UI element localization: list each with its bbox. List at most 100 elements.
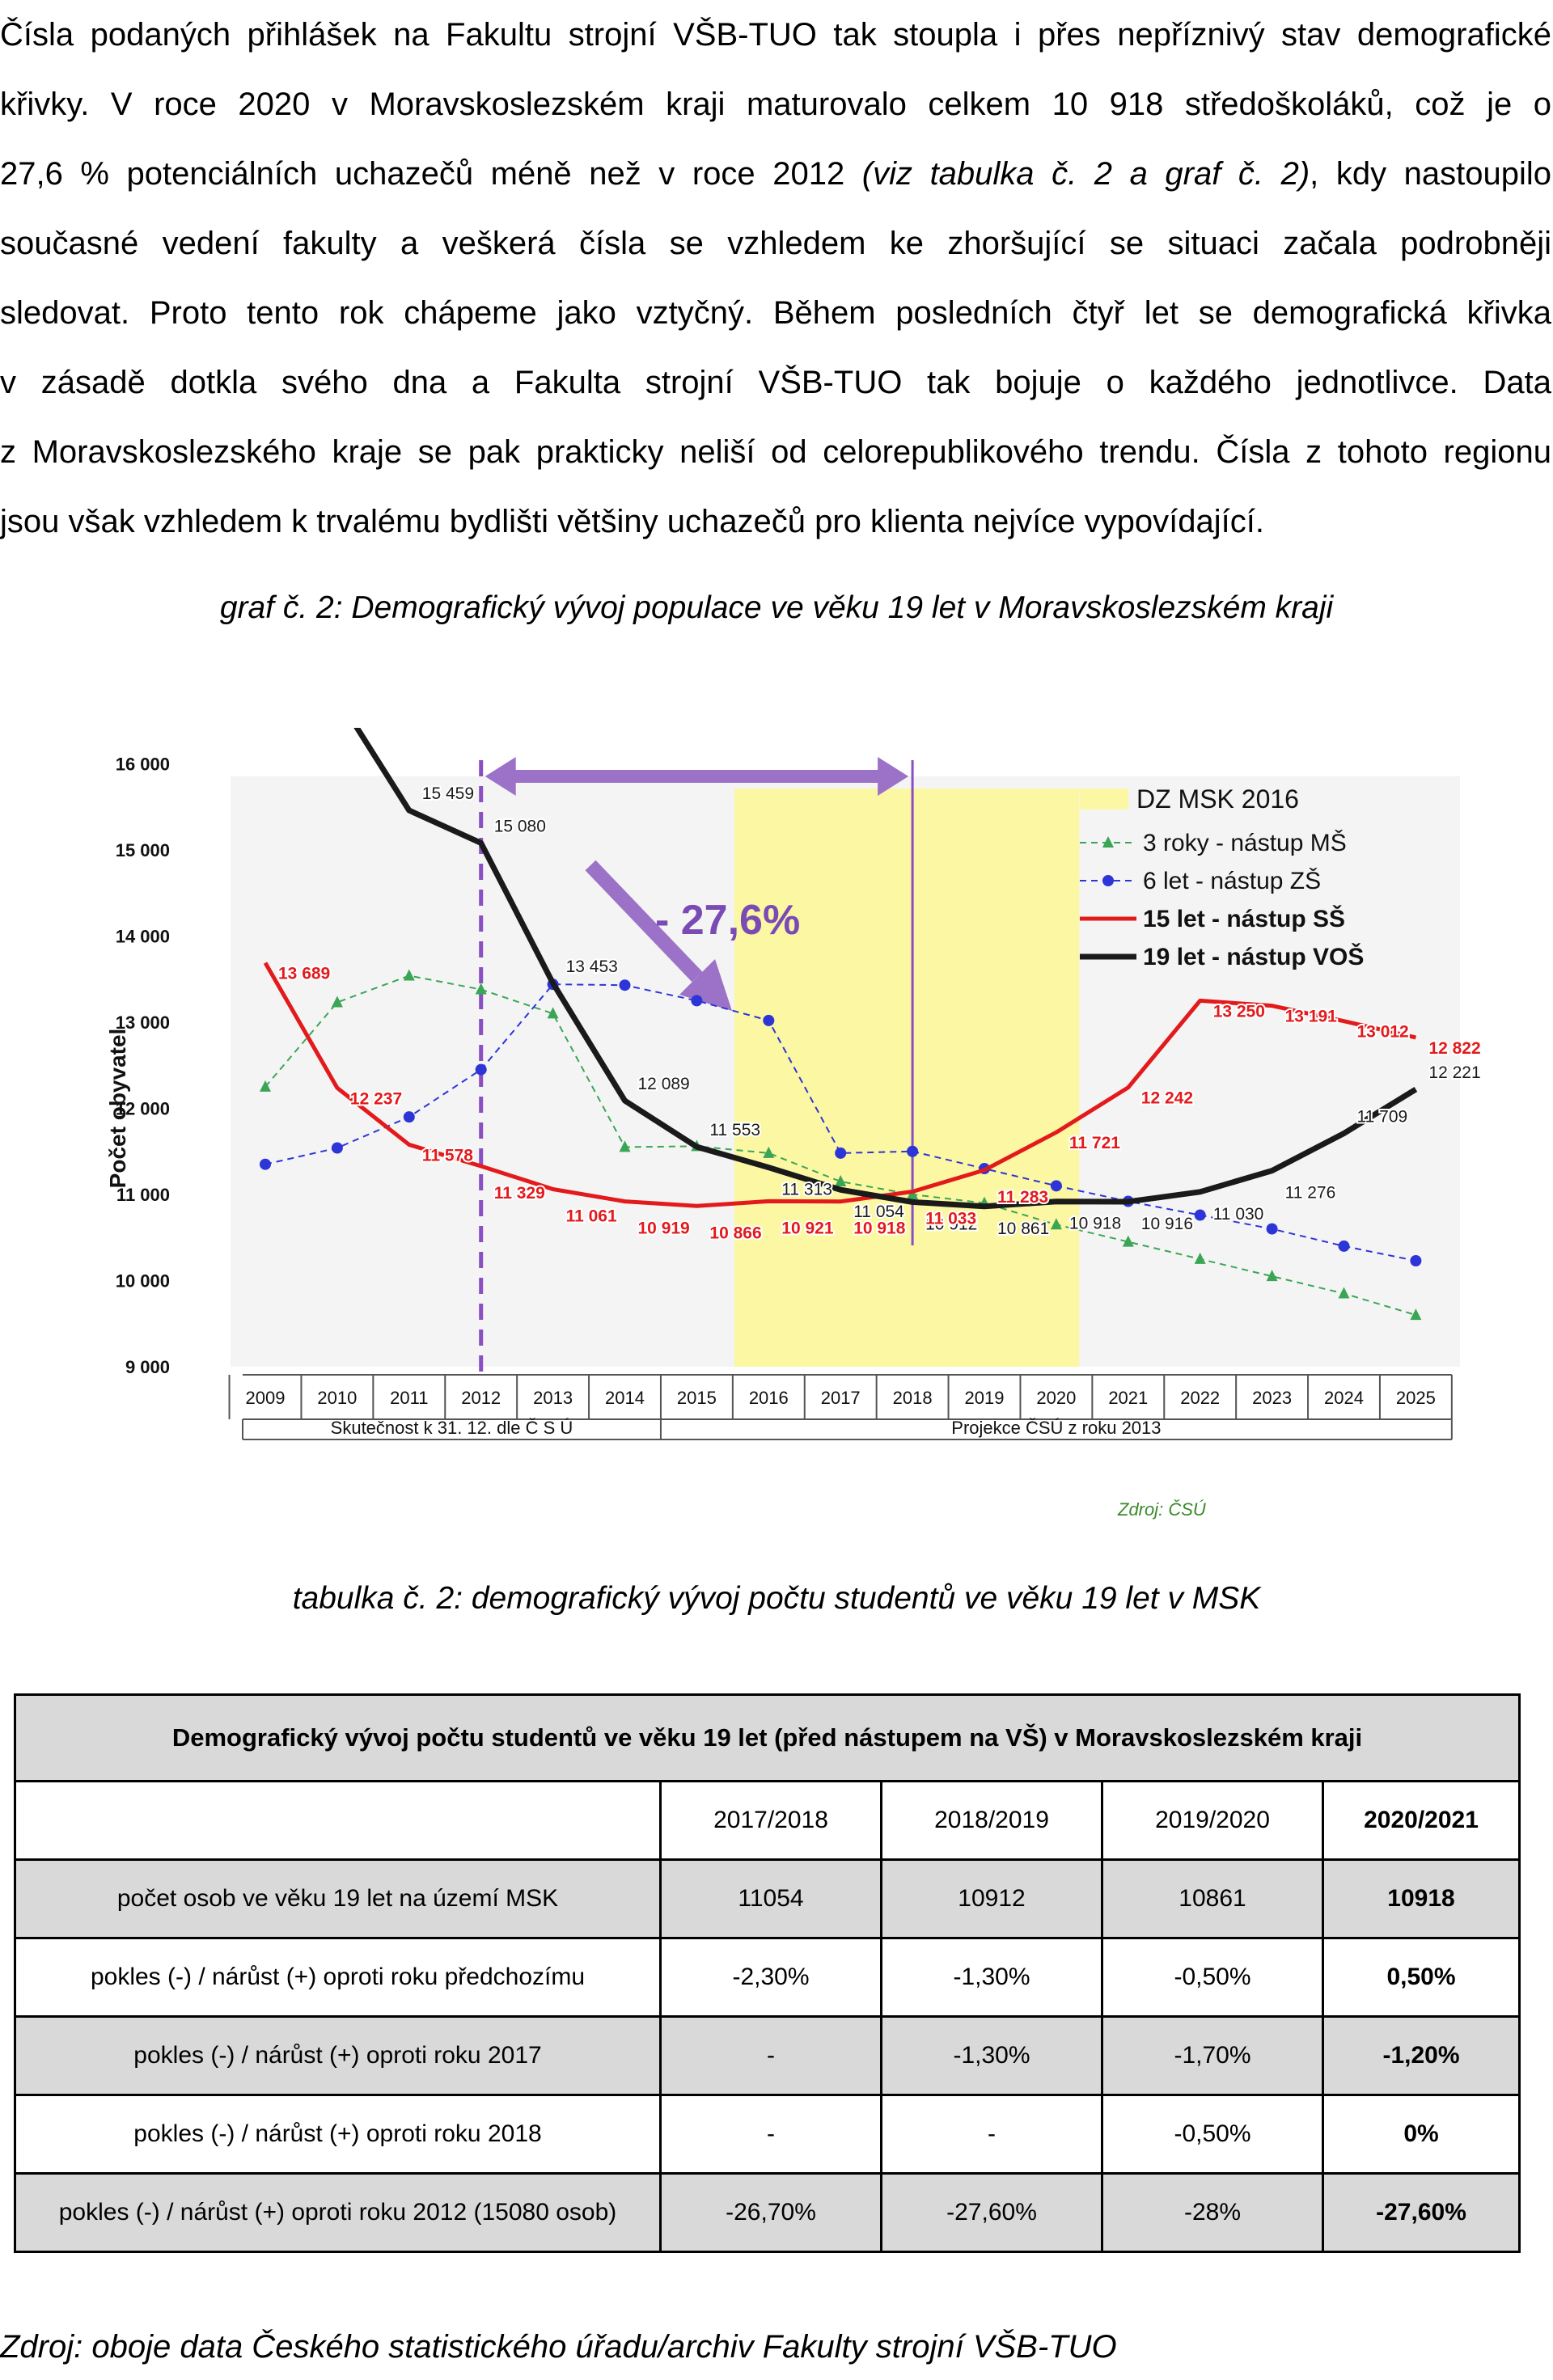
paragraph-line: v zásadě dotkla svého dna a Fakulta stro…	[0, 365, 1551, 400]
data-label: 11 033	[925, 1209, 976, 1228]
x-group-label: Skutečnost k 31. 12. dle Č S Ú	[331, 1418, 573, 1438]
series-point	[403, 969, 415, 981]
table-cell: 10861	[1101, 1858, 1324, 1939]
data-label: 13 250	[1213, 1002, 1265, 1021]
series-line	[264, 983, 1416, 1262]
data-label: 10 918	[1069, 1215, 1121, 1233]
series-point	[260, 1158, 271, 1170]
table-cell: -27,60%	[880, 2172, 1103, 2253]
x-tick-label: 2018	[893, 1388, 933, 1408]
data-label: 10 919	[638, 1220, 690, 1238]
table-header-cell	[14, 1780, 662, 1861]
demographic-chart: 9 000 10 000 11 000 12 000 13 000 14 000 15 00…	[0, 728, 1553, 1561]
table-cell: 0,50%	[1322, 1937, 1521, 2018]
data-label: 12 221	[1428, 1063, 1480, 1082]
change-label: - 27,6%	[655, 897, 800, 944]
data-label: 12 089	[638, 1075, 690, 1093]
series-point	[1050, 1180, 1062, 1192]
data-label: 11 283	[997, 1188, 1048, 1207]
table-row: pokles (-) / nárůst (+) oproti roku 2018…	[14, 2094, 1521, 2175]
paragraph-line: jsou však vzhledem k trvalému bydlišti v…	[0, 504, 1264, 539]
x-tick-label: 2014	[605, 1388, 645, 1408]
x-tick-label: 2020	[1036, 1388, 1076, 1408]
table-row: pokles (-) / nárůst (+) oproti roku 2017…	[14, 2015, 1521, 2096]
series-point	[475, 983, 487, 995]
table-cell: pokles (-) / nárůst (+) oproti roku před…	[14, 1937, 662, 2018]
body-paragraph: Čísla podaných přihlášek na Fakultu stro…	[0, 0, 1551, 556]
y-tick-label: 16 000	[116, 755, 170, 775]
legend-label: 19 let - nástup VOŠ	[1143, 943, 1364, 970]
series-point	[835, 1147, 847, 1159]
range-arrow-head	[485, 757, 516, 796]
table-header-row: 2017/2018 2018/2019 2019/2020 2020/2021	[14, 1780, 1521, 1861]
data-label: 13 012	[1357, 1023, 1409, 1042]
paragraph-text: , kdy nastoupilo	[1310, 156, 1551, 192]
series-point	[763, 1014, 775, 1026]
data-label: 11 030	[1213, 1205, 1264, 1224]
data-label: 11 553	[709, 1121, 760, 1139]
x-tick-label: 2021	[1108, 1388, 1148, 1408]
data-label: 12 822	[1428, 1039, 1480, 1058]
paragraph-line: sledovat. Proto tento rok chápeme jako v…	[0, 295, 1551, 331]
data-label: 10 921	[781, 1219, 834, 1237]
paragraph-line: Čísla podaných přihlášek na Fakultu stro…	[0, 17, 1551, 53]
paragraph-text: 27,6 % potenciálních uchazečů méně než v…	[0, 156, 862, 192]
data-label: 11 054	[853, 1203, 904, 1221]
y-tick-label: 13 000	[116, 1012, 170, 1033]
series-line	[263, 962, 1416, 1208]
data-label: 13 191	[1285, 1008, 1338, 1026]
series-point	[1122, 1235, 1134, 1247]
table-header-cell: 2019/2020	[1101, 1780, 1324, 1861]
table-cell: -28%	[1101, 2172, 1324, 2253]
series-point	[691, 995, 703, 1007]
chart-svg: 9 000 10 000 11 000 12 000 13 000 14 000 15 00…	[105, 728, 1483, 1440]
data-label: 13 689	[278, 965, 330, 983]
x-tick-label: 2016	[749, 1388, 789, 1408]
y-axis-label: Počet obyvatel	[105, 1029, 130, 1189]
y-tick-label: 14 000	[116, 927, 170, 947]
table-row: počet osob ve věku 19 let na území MSK 1…	[14, 1858, 1521, 1939]
table-cell: počet osob ve věku 19 let na území MSK	[14, 1858, 662, 1939]
series-point	[260, 1080, 271, 1092]
paragraph-line: současné vedení fakulty a veškerá čísla …	[0, 226, 1551, 261]
x-tick-label: 2025	[1396, 1388, 1436, 1408]
table-caption: tabulka č. 2: demografický vývoj počtu s…	[292, 1581, 1261, 1616]
paragraph-reference: (viz tabulka č. 2 a graf č. 2)	[861, 156, 1310, 192]
table-cell: -0,50%	[1101, 1937, 1324, 2018]
table-cell: pokles (-) / nárůst (+) oproti roku 2018	[14, 2094, 662, 2175]
series-point	[619, 979, 631, 991]
data-label: 10 916	[1141, 1215, 1193, 1233]
legend-marker	[1102, 836, 1114, 848]
series-point	[1266, 1270, 1278, 1282]
table-cell: -2,30%	[659, 1937, 882, 2018]
table-cell: -1,20%	[1322, 2015, 1521, 2096]
series-point	[331, 996, 343, 1008]
x-tick-label: 2010	[317, 1388, 357, 1408]
data-label: 12 242	[1141, 1089, 1193, 1108]
x-tick-label: 2013	[533, 1388, 573, 1408]
data-label: 11 061	[566, 1207, 617, 1226]
paragraph-line: křivky. V roce 2020 v Moravskoslezském k…	[0, 87, 1551, 122]
legend-label: DZ MSK 2016	[1136, 784, 1299, 814]
chart-caption: graf č. 2: Demografický vývoj populace v…	[219, 590, 1334, 625]
data-label: 11 721	[1069, 1134, 1120, 1152]
legend-label: 3 roky - nástup MŠ	[1143, 829, 1347, 856]
series-point	[763, 1146, 775, 1158]
series-point	[1050, 1218, 1062, 1230]
series-point	[619, 1140, 631, 1152]
data-label: 10 866	[709, 1224, 761, 1242]
table-cell: 11054	[659, 1858, 882, 1939]
range-arrow-head	[878, 757, 909, 796]
table-cell: -26,70%	[659, 2172, 882, 2253]
x-tick-label: 2009	[246, 1388, 286, 1408]
x-tick-label: 2015	[677, 1388, 717, 1408]
y-tick-label: 15 000	[116, 840, 170, 860]
data-label: 10 918	[853, 1220, 906, 1238]
series-point	[1194, 1209, 1206, 1221]
series-line	[264, 974, 1416, 1317]
data-label: 15 459	[422, 784, 474, 803]
data-label: 11 313	[781, 1181, 832, 1199]
x-group-label: Projekce ČSÚ z roku 2013	[951, 1418, 1161, 1438]
table-header-cell: 2018/2019	[880, 1780, 1103, 1861]
highlight-band	[734, 788, 1080, 1367]
